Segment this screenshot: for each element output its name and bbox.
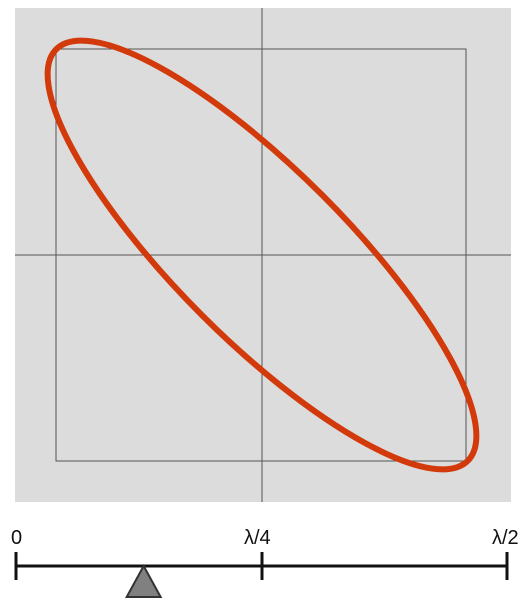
polarization-ellipse: [44, 37, 480, 473]
scale-label-half: λ/2: [492, 527, 519, 549]
scale-label-quarter: λ/4: [244, 527, 271, 549]
scale-label-zero: 0: [11, 527, 22, 549]
slider-pointer[interactable]: [124, 563, 163, 598]
